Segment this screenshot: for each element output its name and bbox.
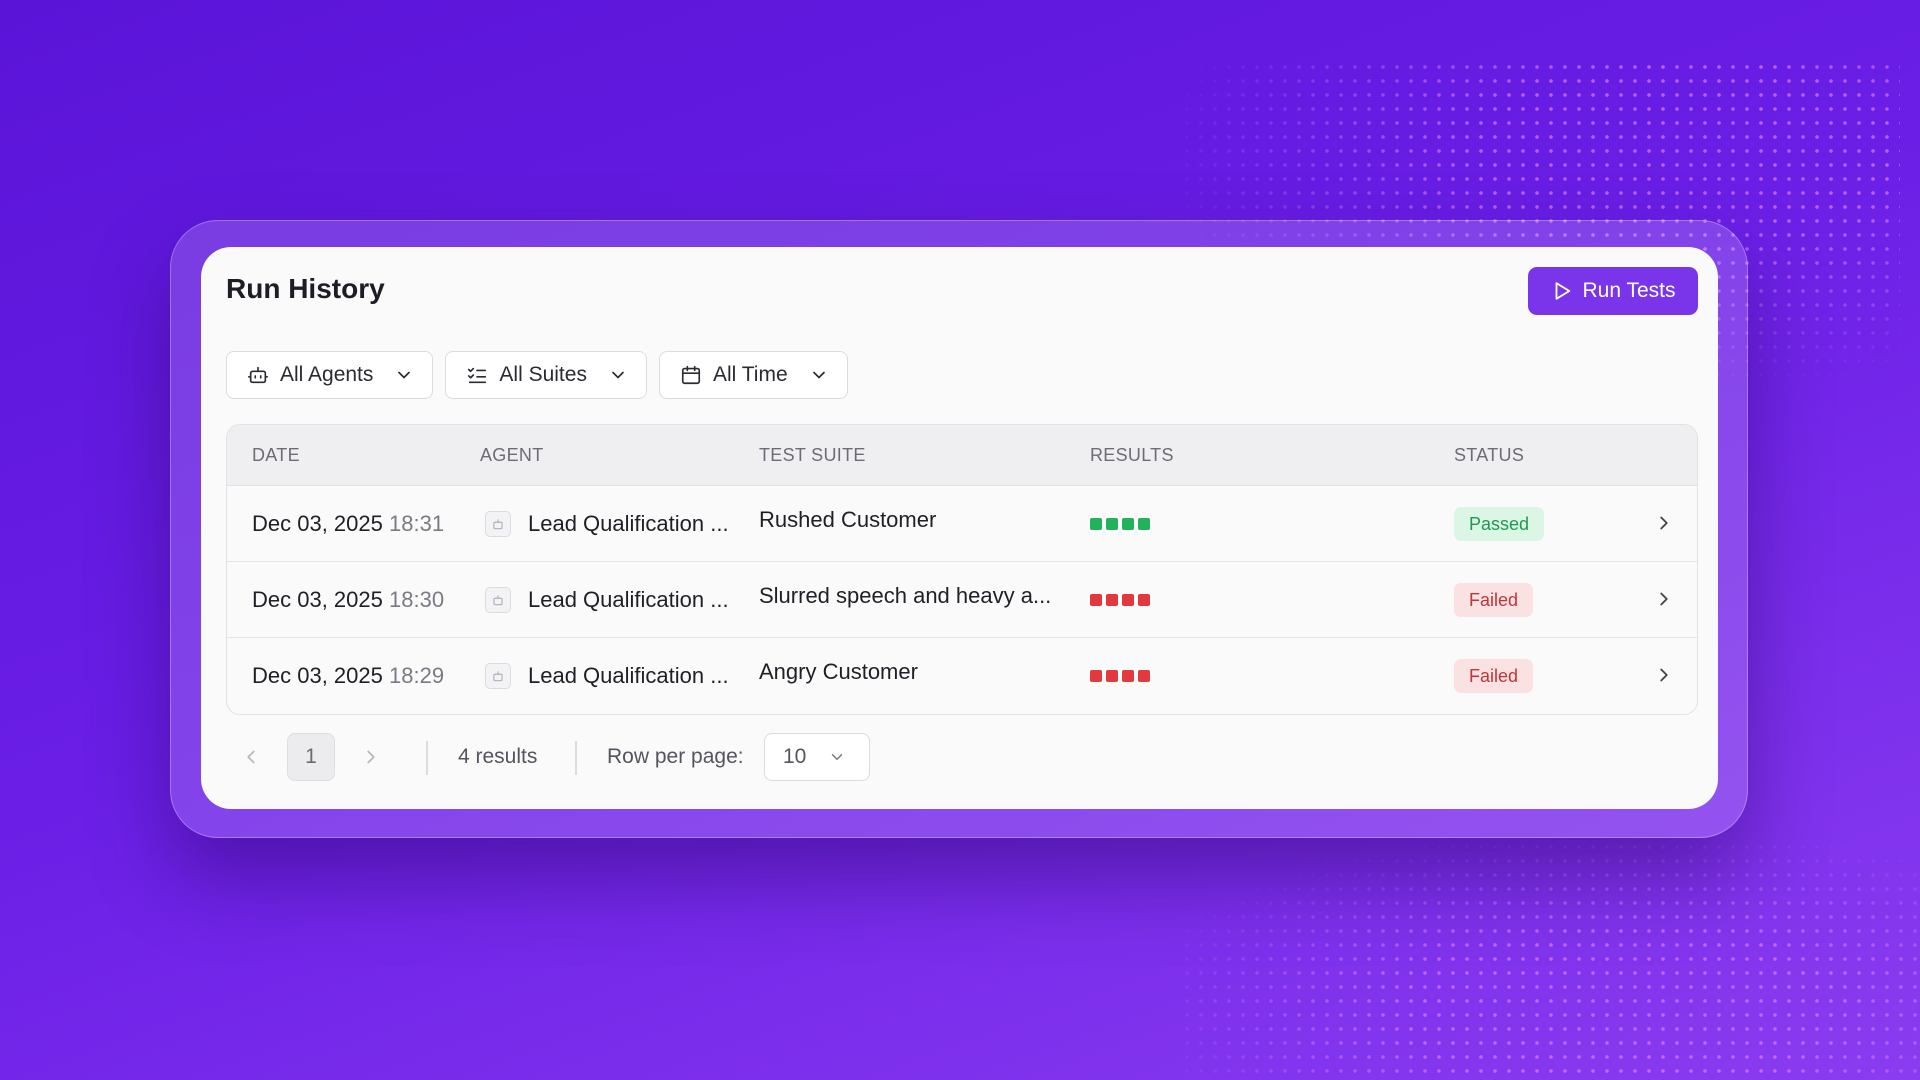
result-fail-square: [1122, 594, 1134, 606]
time-filter-dropdown[interactable]: All Time: [658, 351, 848, 399]
rows-per-page-label: Row per page:: [607, 745, 744, 768]
run-date-day: Dec 03, 2025: [252, 587, 383, 612]
chevron-right-icon[interactable]: [360, 746, 382, 768]
run-date: Dec 03, 2025 18:30: [252, 587, 444, 613]
chevron-right-icon[interactable]: [1653, 588, 1675, 610]
agent-avatar-icon: [485, 511, 511, 537]
result-fail-square: [1106, 594, 1118, 606]
status-badge: Passed: [1454, 507, 1545, 541]
test-suite-name: Slurred speech and heavy a...: [759, 583, 1052, 608]
column-header-status: STATUS: [1454, 445, 1525, 465]
agent-filter-label: All Agents: [280, 363, 374, 386]
result-fail-square: [1138, 594, 1150, 606]
column-header-date: DATE: [252, 445, 300, 465]
result-pass-square: [1106, 518, 1118, 530]
agent-name: Lead Qualification ...: [528, 511, 729, 536]
result-fail-square: [1122, 670, 1134, 682]
agent-avatar-icon: [485, 663, 511, 689]
results-indicator: [1090, 670, 1150, 682]
run-date: Dec 03, 2025 18:31: [252, 511, 444, 537]
chevron-down-icon: [612, 371, 624, 379]
agent-avatar-icon: [485, 587, 511, 613]
agent-name: Lead Qualification ...: [528, 587, 729, 612]
list-checks-icon: [468, 367, 487, 384]
results-indicator: [1090, 594, 1150, 606]
status-badge: Failed: [1454, 583, 1534, 617]
divider: [575, 741, 577, 775]
run-date-time: 18:30: [389, 587, 445, 612]
rows-per-page-value: 10: [783, 745, 807, 768]
column-header-agent: AGENT: [480, 445, 544, 465]
chevron-right-icon[interactable]: [1653, 664, 1675, 686]
results-count: 4 results: [458, 745, 538, 768]
chevron-down-icon: [812, 371, 825, 379]
run-date-day: Dec 03, 2025: [252, 511, 383, 536]
run-date-time: 18:31: [389, 511, 445, 536]
play-icon: [1555, 282, 1570, 300]
run-date-time: 18:29: [389, 663, 445, 688]
run-history-table: DATE AGENT TEST SUITE RESULTS STATUS Dec…: [226, 424, 1698, 715]
suite-filter-label: All Suites: [499, 363, 587, 386]
run-tests-label: Run Tests: [1582, 279, 1676, 302]
result-pass-square: [1122, 518, 1134, 530]
divider: [426, 741, 428, 775]
dot-pattern-bottom: [1180, 840, 1920, 1080]
page-title: Run History: [226, 273, 385, 304]
table-row[interactable]: Dec 03, 2025 18:29 Lead Qualification ..…: [227, 638, 1697, 714]
time-filter-label: All Time: [712, 363, 788, 386]
rows-per-page-select[interactable]: 10: [764, 733, 870, 781]
result-pass-square: [1090, 518, 1102, 530]
test-suite-name: Angry Customer: [759, 659, 918, 684]
agent-filter-dropdown[interactable]: All Agents: [226, 351, 434, 399]
run-date: Dec 03, 2025 18:29: [252, 663, 444, 689]
chevron-down-icon: [398, 371, 411, 379]
chevron-right-icon[interactable]: [1653, 512, 1675, 534]
run-history-card: Run History Run Tests All Agents All Sui…: [201, 247, 1718, 809]
calendar-icon: [681, 365, 701, 385]
test-suite-name: Rushed Customer: [759, 507, 937, 532]
chevron-down-icon: [832, 754, 843, 760]
agent-name: Lead Qualification ...: [528, 663, 729, 688]
result-fail-square: [1090, 594, 1102, 606]
table-row[interactable]: Dec 03, 2025 18:30 Lead Qualification ..…: [227, 562, 1697, 638]
column-header-test-suite: TEST SUITE: [759, 445, 866, 465]
column-header-results: RESULTS: [1090, 445, 1174, 465]
result-fail-square: [1138, 670, 1150, 682]
result-fail-square: [1106, 670, 1118, 682]
table-row[interactable]: Dec 03, 2025 18:31 Lead Qualification ..…: [227, 486, 1697, 562]
result-pass-square: [1138, 518, 1150, 530]
run-tests-button[interactable]: Run Tests: [1528, 267, 1698, 315]
result-fail-square: [1090, 670, 1102, 682]
results-indicator: [1090, 518, 1150, 530]
chevron-left-icon[interactable]: [240, 746, 262, 768]
table-header: DATE AGENT TEST SUITE RESULTS STATUS: [227, 425, 1697, 486]
pagination: 1 4 results Row per page: 10: [226, 733, 1026, 781]
run-date-day: Dec 03, 2025: [252, 663, 383, 688]
suite-filter-dropdown[interactable]: All Suites: [445, 351, 647, 399]
status-badge: Failed: [1454, 659, 1534, 693]
filter-bar: All Agents All Suites All Time: [226, 351, 848, 399]
page-number-button[interactable]: 1: [287, 733, 335, 781]
bot-icon: [248, 366, 268, 384]
